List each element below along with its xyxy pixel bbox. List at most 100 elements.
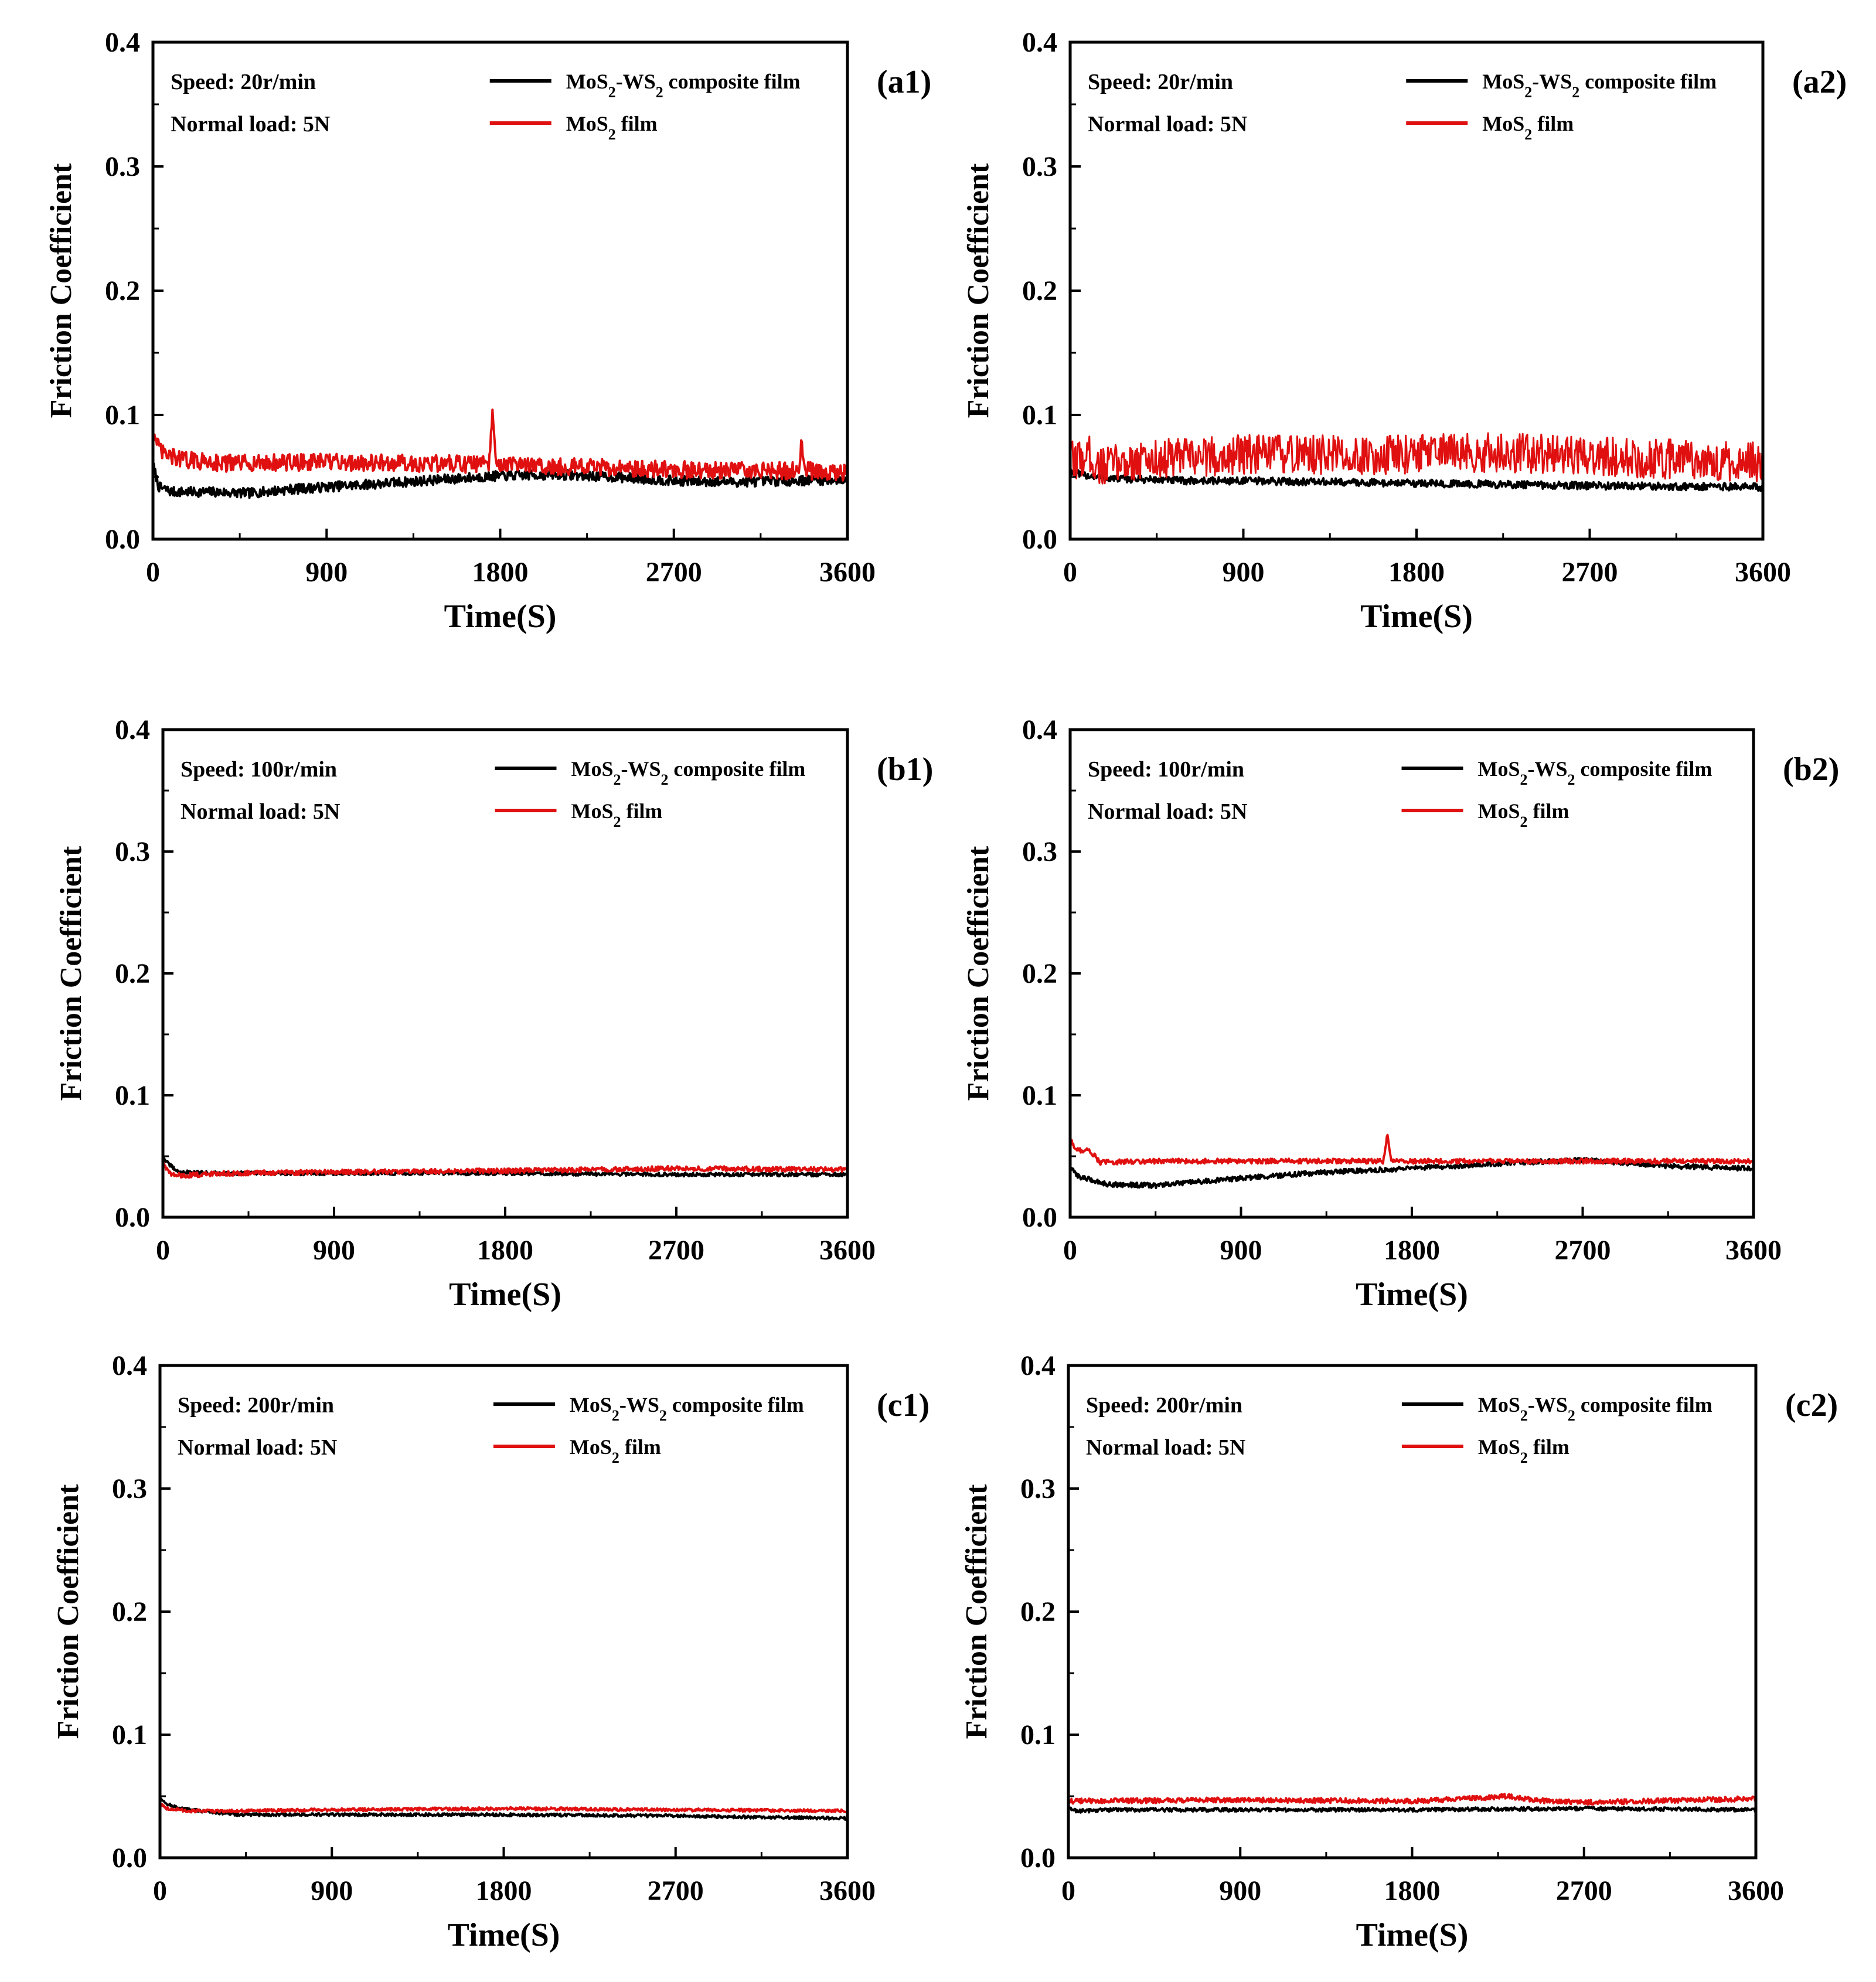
series-line-composite — [1069, 1157, 1755, 1189]
speed-annotation: Speed: 20r/min — [171, 70, 316, 94]
y-tick-label: 0.3 — [1022, 836, 1057, 867]
x-tick-label: 0 — [1061, 1875, 1075, 1906]
panel-b2: 0 900 1800 2700 3600 0.0 0.1 0.2 0.3 0.4 Time(S) Fr… — [962, 714, 1839, 1313]
speed-annotation: Speed: 100r/min — [1088, 757, 1244, 782]
y-tick-label: 0.4 — [105, 27, 140, 58]
x-tick-label: 3600 — [819, 1235, 876, 1266]
y-tick-label: 0.3 — [1020, 1473, 1056, 1504]
panel-label: (b1) — [877, 751, 933, 788]
y-axis-label: Friction Coefficient — [55, 846, 88, 1101]
y-tick-label: 0.0 — [1020, 1843, 1056, 1874]
series-line-mos2 — [1069, 1133, 1754, 1166]
legend-label-mos2: MoS2 film — [566, 112, 658, 143]
x-tick-label: 900 — [1220, 1235, 1262, 1266]
legend-label-mos2: MoS2 film — [571, 799, 662, 830]
series-line-mos2 — [159, 1803, 849, 1814]
y-tick-label: 0.2 — [105, 275, 140, 307]
x-tick-label: 0 — [1063, 1235, 1077, 1266]
y-tick-label: 0.4 — [1022, 27, 1057, 58]
speed-annotation: Speed: 20r/min — [1088, 70, 1233, 94]
load-annotation: Normal load: 5N — [171, 112, 330, 137]
panel-label: (a2) — [1792, 64, 1847, 100]
y-tick-label: 0.1 — [1022, 1080, 1057, 1111]
x-tick-label: 2700 — [1556, 1875, 1612, 1906]
panel-label: (b2) — [1783, 751, 1839, 788]
panel-b1: 0 900 1800 2700 3600 0.0 0.1 0.2 0.3 0.4 Time(S) Fr… — [55, 714, 933, 1313]
y-tick-label: 0.0 — [115, 1202, 150, 1233]
legend-label-mos2: MoS2 film — [1482, 112, 1574, 143]
x-axis-label: Time(S) — [1356, 1276, 1468, 1313]
x-tick-label: 1800 — [477, 1235, 533, 1266]
x-tick-label: 1800 — [1384, 1875, 1441, 1906]
x-axis-label: Time(S) — [448, 1917, 560, 1953]
series-line-mos2 — [152, 408, 849, 482]
legend-label-mos2: MoS2 film — [570, 1435, 661, 1466]
panel-a1: 0 900 1800 2700 3600 0.0 0.1 0.2 0.3 0.4 Time(S) Fr… — [45, 27, 931, 635]
y-tick-label: 0.3 — [105, 151, 140, 182]
y-axis-label: Friction Coefficient — [962, 846, 995, 1101]
series-line-composite — [152, 462, 849, 499]
x-tick-label: 900 — [313, 1235, 355, 1266]
x-tick-label: 3600 — [1728, 1875, 1784, 1906]
x-tick-label: 3600 — [1735, 557, 1791, 588]
y-tick-label: 0.1 — [112, 1719, 147, 1751]
y-axis-label: Friction Coefficient — [960, 1484, 993, 1739]
x-tick-label: 900 — [1219, 1875, 1261, 1906]
y-tick-label: 0.2 — [1022, 275, 1057, 307]
y-tick-label: 0.0 — [105, 524, 140, 555]
load-annotation: Normal load: 5N — [181, 799, 340, 824]
x-tick-label: 2700 — [1562, 557, 1618, 588]
legend-label-composite: MoS2-WS2 composite film — [1478, 1393, 1712, 1424]
panel-label: (c1) — [877, 1387, 930, 1424]
y-tick-label: 0.2 — [1022, 958, 1057, 989]
x-tick-label: 2700 — [648, 1235, 704, 1266]
legend-label-composite: MoS2-WS2 composite film — [571, 757, 805, 788]
y-tick-label: 0.3 — [115, 836, 150, 867]
x-tick-label: 900 — [311, 1875, 353, 1906]
x-tick-label: 900 — [305, 557, 348, 588]
panel-label: (a1) — [877, 64, 931, 100]
legend-label-composite: MoS2-WS2 composite film — [566, 70, 801, 101]
x-axis-label: Time(S) — [449, 1276, 561, 1313]
y-axis-label: Friction Coefficient — [45, 163, 78, 418]
x-tick-label: 0 — [1063, 557, 1077, 588]
y-tick-label: 0.0 — [1022, 1202, 1057, 1233]
y-tick-label: 0.1 — [1020, 1719, 1056, 1751]
series-line-composite — [159, 1796, 849, 1821]
x-tick-label: 0 — [146, 557, 160, 588]
speed-annotation: Speed: 200r/min — [178, 1393, 334, 1418]
y-tick-label: 0.3 — [112, 1473, 147, 1504]
series-line-mos2 — [1067, 1793, 1757, 1806]
y-tick-label: 0.2 — [112, 1596, 147, 1627]
y-tick-label: 0.4 — [112, 1350, 147, 1381]
x-tick-label: 1800 — [1388, 557, 1445, 588]
y-tick-label: 0.4 — [1022, 714, 1057, 745]
y-tick-label: 0.2 — [1020, 1596, 1056, 1627]
series-line-mos2 — [162, 1161, 849, 1179]
y-tick-label: 0.0 — [1022, 524, 1057, 555]
speed-annotation: Speed: 100r/min — [181, 757, 337, 782]
load-annotation: Normal load: 5N — [1088, 112, 1247, 137]
x-tick-label: 900 — [1223, 557, 1265, 588]
y-tick-label: 0.1 — [115, 1080, 150, 1111]
x-axis-label: Time(S) — [444, 598, 557, 635]
y-tick-label: 0.2 — [115, 958, 150, 989]
panel-label: (c2) — [1785, 1387, 1838, 1424]
series-line-composite — [1069, 468, 1763, 492]
y-tick-label: 0.3 — [1022, 151, 1057, 182]
x-axis-label: Time(S) — [1360, 598, 1473, 635]
y-tick-label: 0.1 — [1022, 400, 1057, 431]
y-tick-label: 0.1 — [105, 400, 140, 431]
legend-label-composite: MoS2-WS2 composite film — [570, 1393, 804, 1424]
x-tick-label: 1800 — [1384, 1235, 1440, 1266]
legend-label-mos2: MoS2 film — [1478, 799, 1569, 830]
y-axis-label: Friction Coefficient — [52, 1484, 85, 1739]
x-tick-label: 3600 — [819, 557, 876, 588]
legend-label-mos2: MoS2 film — [1478, 1435, 1569, 1466]
x-tick-label: 2700 — [1555, 1235, 1611, 1266]
series-line-mos2 — [1069, 432, 1764, 485]
x-tick-label: 3600 — [819, 1875, 876, 1906]
load-annotation: Normal load: 5N — [178, 1435, 337, 1460]
series-line-composite — [1067, 1806, 1757, 1814]
